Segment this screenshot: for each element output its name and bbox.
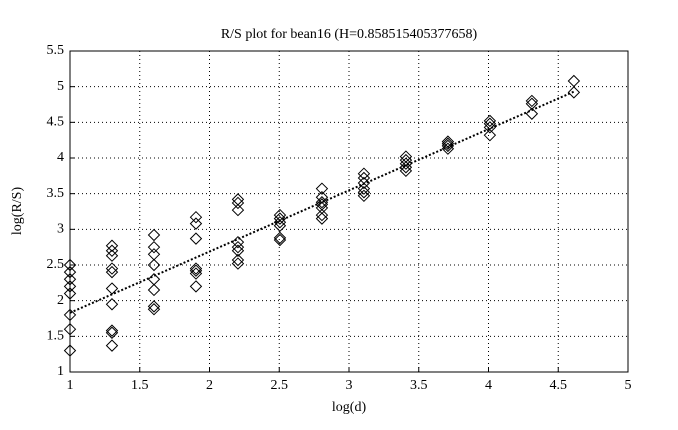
y-axis-label: log(R/S) bbox=[10, 187, 25, 236]
y-tick-label: 5 bbox=[57, 79, 64, 94]
point bbox=[105, 239, 119, 252]
y-tick-label: 3 bbox=[57, 222, 64, 237]
point bbox=[105, 265, 119, 279]
point bbox=[483, 114, 497, 128]
point bbox=[231, 240, 245, 254]
point bbox=[525, 94, 539, 108]
point bbox=[189, 210, 203, 224]
point bbox=[357, 182, 371, 195]
point bbox=[483, 128, 497, 142]
point bbox=[105, 282, 119, 295]
point bbox=[231, 244, 245, 257]
point bbox=[147, 303, 161, 316]
point bbox=[399, 150, 413, 163]
point bbox=[441, 139, 455, 153]
point bbox=[147, 300, 161, 313]
point bbox=[105, 324, 119, 337]
point bbox=[105, 262, 119, 275]
point bbox=[567, 74, 581, 88]
point bbox=[147, 283, 161, 297]
point bbox=[357, 189, 371, 203]
point bbox=[147, 240, 161, 254]
point bbox=[315, 196, 329, 209]
point bbox=[63, 258, 77, 272]
point bbox=[189, 280, 203, 293]
point bbox=[231, 235, 245, 249]
point bbox=[231, 203, 245, 217]
point bbox=[147, 258, 161, 272]
point bbox=[63, 273, 77, 286]
point bbox=[147, 248, 161, 261]
point bbox=[399, 157, 413, 170]
point bbox=[273, 215, 287, 229]
point bbox=[105, 244, 119, 257]
point bbox=[147, 228, 161, 242]
point bbox=[189, 262, 203, 275]
point bbox=[315, 182, 329, 195]
point bbox=[189, 264, 203, 277]
point bbox=[63, 322, 77, 336]
point bbox=[105, 298, 119, 311]
x-tick-label: 2.5 bbox=[271, 378, 289, 393]
y-tick-label: 3.5 bbox=[47, 186, 65, 201]
point bbox=[399, 153, 413, 167]
point bbox=[315, 212, 329, 225]
point bbox=[105, 249, 119, 262]
point bbox=[567, 86, 581, 99]
point bbox=[315, 208, 329, 222]
y-tick-label: 2 bbox=[57, 293, 64, 308]
y-tick-label: 4.5 bbox=[47, 115, 65, 130]
x-tick-label: 4 bbox=[485, 378, 492, 393]
point bbox=[357, 167, 371, 180]
point bbox=[189, 267, 203, 280]
x-axis-label: log(d) bbox=[332, 400, 367, 415]
point bbox=[147, 273, 161, 286]
y-tick-label: 4 bbox=[57, 150, 64, 165]
x-tick-label: 3.5 bbox=[410, 378, 428, 393]
y-tick-label: 5.5 bbox=[47, 43, 65, 58]
point bbox=[105, 326, 119, 339]
point bbox=[441, 137, 455, 150]
point bbox=[399, 164, 413, 178]
x-tick-label: 4.5 bbox=[550, 378, 568, 393]
point bbox=[63, 265, 77, 279]
point bbox=[231, 253, 245, 267]
chart-title: R/S plot for bean16 (H=0.858515405377658… bbox=[221, 27, 478, 42]
point bbox=[231, 257, 245, 270]
point bbox=[105, 339, 119, 352]
point bbox=[273, 231, 287, 245]
x-tick-label: 5 bbox=[625, 378, 632, 393]
point bbox=[273, 233, 287, 247]
point bbox=[357, 186, 371, 199]
x-tick-label: 2 bbox=[206, 378, 213, 393]
point bbox=[483, 121, 497, 134]
point bbox=[399, 161, 413, 174]
point bbox=[441, 142, 455, 155]
point bbox=[63, 280, 77, 293]
point bbox=[273, 219, 287, 232]
y-tick-label: 2.5 bbox=[47, 257, 65, 272]
x-tick-label: 1 bbox=[67, 378, 74, 393]
point bbox=[63, 344, 77, 357]
x-tick-label: 3 bbox=[346, 378, 353, 393]
x-tick-label: 1.5 bbox=[131, 378, 149, 393]
point bbox=[273, 212, 287, 225]
point bbox=[63, 308, 77, 322]
point bbox=[231, 193, 245, 206]
y-tick-label: 1.5 bbox=[47, 329, 65, 344]
point bbox=[189, 217, 203, 230]
point bbox=[231, 196, 245, 210]
y-tick-label: 1 bbox=[57, 364, 64, 379]
point bbox=[189, 232, 203, 245]
point bbox=[63, 287, 77, 300]
